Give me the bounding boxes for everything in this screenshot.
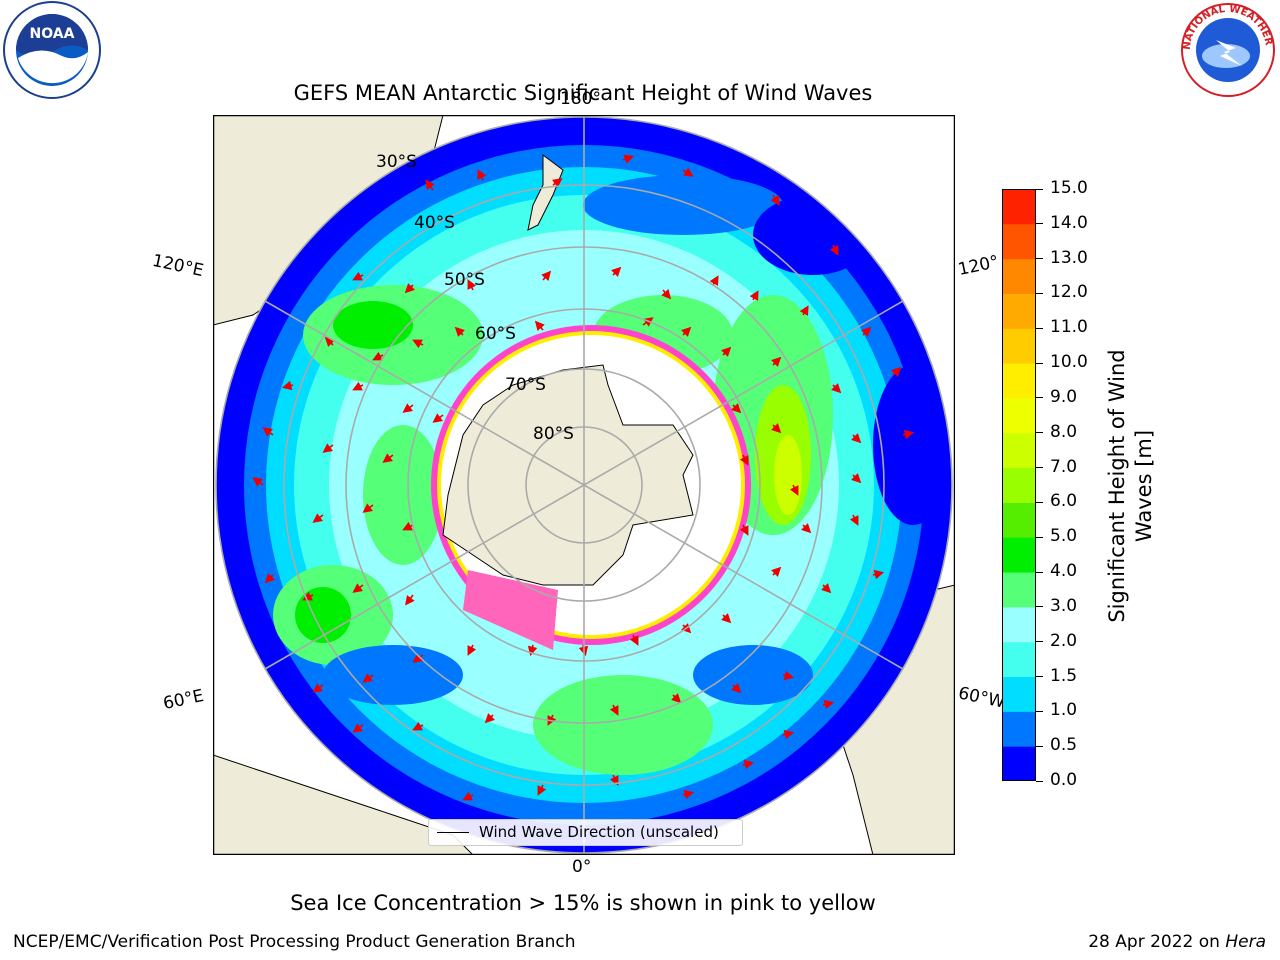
colorbar-tick-mark [1036,606,1043,608]
colorbar-segment [1002,258,1036,294]
colorbar-segment [1002,467,1036,503]
colorbar-segment [1002,293,1036,329]
colorbar-tick-label: 4.0 [1050,561,1078,582]
colorbar-tick-label: 1.0 [1050,700,1078,721]
legend-label: Wind Wave Direction (unscaled) [479,823,719,841]
colorbar-tick-mark [1036,467,1043,469]
lat-label-30s: 30°S [376,152,417,172]
colorbar-tick-mark [1036,676,1043,678]
colorbar-tick-label: 15.0 [1050,178,1088,198]
colorbar-tick-mark [1036,641,1043,643]
lat-label-70s: 70°S [505,375,546,395]
colorbar-title-line2: Waves [m] [1132,429,1156,543]
polar-map [213,115,955,855]
footer-credit: NCEP/EMC/Verification Post Processing Pr… [13,932,576,952]
colorbar-title-line1: Significant Height of Wind [1105,349,1129,623]
colorbar-tick-mark [1036,745,1043,747]
nws-logo: NATIONAL WEATHER SERVICE [1172,0,1280,100]
colorbar-segment [1002,328,1036,364]
map-legend: Wind Wave Direction (unscaled) [428,819,743,846]
footer-date-text: 28 Apr 2022 on [1088,932,1226,952]
colorbar-tick-mark [1036,397,1043,399]
colorbar-tick-label: 10.0 [1050,352,1088,373]
colorbar-tick-label: 14.0 [1050,212,1088,233]
colorbar [1002,189,1036,781]
colorbar-tick-label: 6.0 [1050,491,1078,512]
legend-line [437,832,469,833]
lat-label-50s: 50°S [444,270,485,290]
colorbar-tick-label: 3.0 [1050,595,1078,616]
colorbar-tick-label: 12.0 [1050,282,1088,303]
colorbar-tick-mark [1036,536,1043,538]
colorbar-tick-label: 5.0 [1050,526,1078,547]
colorbar-tick-label: 11.0 [1050,317,1088,338]
lon-label-120e: 120°E [150,250,206,282]
colorbar-tick-mark [1036,258,1043,260]
colorbar-tick-label: 13.0 [1050,247,1088,268]
lon-label-120w: 120° [956,251,1001,281]
colorbar-tick-mark [1036,223,1043,225]
noaa-logo-text: NOAA [30,26,75,42]
colorbar-segment [1002,537,1036,573]
footer-date: 28 Apr 2022 on Hera [1088,932,1266,952]
colorbar-segment [1002,711,1036,747]
colorbar-segment [1002,676,1036,712]
title-line-1: GEFS MEAN Antarctic Significant Height o… [293,81,873,105]
noaa-logo: NOAA [0,0,104,100]
colorbar-tick-mark [1036,327,1043,329]
colorbar-segment [1002,641,1036,678]
colorbar-tick-mark [1036,501,1043,503]
lat-label-80s: 80°S [533,424,574,444]
sea-ice-caption: Sea Ice Concentration > 15% is shown in … [290,891,876,915]
colorbar-segment [1002,189,1036,225]
colorbar-tick-mark [1036,188,1043,190]
colorbar-tick-label: 8.0 [1050,421,1078,442]
colorbar-segment [1002,397,1036,434]
colorbar-tick-mark [1036,780,1043,782]
colorbar-tick-label: 9.0 [1050,386,1078,407]
colorbar-tick-mark [1036,710,1043,712]
colorbar-tick-mark [1036,571,1043,573]
colorbar-tick-label: 0.5 [1050,735,1078,756]
colorbar-segment [1002,606,1036,643]
colorbar-segment [1002,223,1036,260]
colorbar-segment [1002,432,1036,469]
lon-label-60w: 60°W [956,683,1007,713]
colorbar-tick-mark [1036,432,1043,434]
lon-label-0: 0° [572,857,592,877]
colorbar-segment [1002,363,1036,399]
lat-label-40s: 40°S [414,213,455,233]
footer-host: Hera [1225,932,1266,952]
colorbar-tick-label: 2.0 [1050,630,1078,651]
lon-label-60e: 60°E [161,685,206,715]
colorbar-tick-label: 7.0 [1050,456,1078,477]
colorbar-tick-label: 1.5 [1050,665,1078,686]
lon-label-180: 180° [560,89,601,109]
colorbar-tick-mark [1036,292,1043,294]
colorbar-segment [1002,746,1036,781]
colorbar-tick-mark [1036,362,1043,364]
colorbar-title: Significant Height of Wind Waves [m] [1104,336,1158,636]
colorbar-tick-label: 0.0 [1050,770,1078,790]
colorbar-segment [1002,502,1036,538]
africa-land [213,754,474,855]
colorbar-segment [1002,572,1036,608]
lat-label-60s: 60°S [475,324,516,344]
